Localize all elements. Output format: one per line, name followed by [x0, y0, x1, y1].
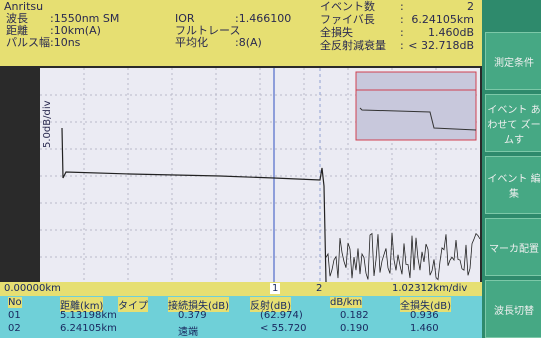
x-scale: 1.02312km/div — [392, 283, 467, 294]
x-start: 0.00000km — [4, 283, 61, 294]
menu-panel: 測定条件イベント あわせて ズームすイベント 編集マーカ配置波長切替 — [482, 0, 541, 338]
table-cell: 01 — [8, 310, 21, 321]
trace-plot: 5.0dB/div — [40, 68, 480, 282]
summary-field: イベント数 — [320, 1, 375, 13]
status-field: 平均化 — [175, 37, 208, 49]
status-field: :8(A) — [235, 37, 262, 49]
menu-button[interactable]: イベント 編集 — [485, 156, 541, 214]
summary-field: : — [400, 40, 404, 52]
summary-field: 1.460dB — [428, 27, 474, 39]
table-header: タイプ — [118, 297, 148, 312]
trace-noise — [326, 233, 480, 280]
overview — [356, 72, 476, 140]
status-field: パルス幅 — [6, 37, 50, 49]
table-cell: 0.182 — [340, 310, 369, 321]
menu-button[interactable]: マーカ配置 — [485, 218, 541, 276]
table-cell: 0.379 — [178, 310, 207, 321]
table-cell: 6.24105km — [60, 323, 117, 334]
table-cell: 0.190 — [340, 323, 369, 334]
table-cell: < 55.720 — [260, 323, 307, 334]
summary-field: 6.24105km — [411, 14, 474, 26]
table-cell: 5.13198km — [60, 310, 117, 321]
status-field: :1.466100 — [235, 13, 291, 25]
screen: Anritsu 波長:1550nm SMIOR:1.466100距離:10km(… — [0, 0, 541, 338]
menu-button[interactable]: 測定条件 — [485, 32, 541, 90]
y-scale: 5.0dB/div — [42, 100, 53, 148]
marker-label: 1 — [270, 283, 280, 294]
table-cell: 0.936 — [410, 310, 439, 321]
menu-button[interactable]: 波長切替 — [485, 280, 541, 338]
summary-field: < 32.718dB — [408, 40, 474, 52]
summary-field: : — [400, 1, 404, 13]
table-cell: 遠端 — [178, 323, 198, 338]
table-header: No — [8, 297, 22, 308]
table-header: dB/km — [330, 297, 362, 308]
table-cell: 1.460 — [410, 323, 439, 334]
summary-field: : — [400, 27, 404, 39]
summary-field: 全損失 — [320, 27, 353, 39]
summary-field: 2 — [467, 1, 474, 13]
table-cell: (62.974) — [260, 310, 303, 321]
trace — [62, 128, 326, 282]
summary-field: : — [400, 14, 404, 26]
status-field: :10ns — [50, 37, 80, 49]
marker-label: 2 — [316, 283, 322, 294]
scale-bar: 0.00000km 1 2 1.02312km/div — [0, 282, 482, 296]
menu-button[interactable]: イベント あわせて ズームす — [485, 94, 541, 152]
trace-svg: 5.0dB/div — [40, 68, 480, 282]
table-cell: 02 — [8, 323, 21, 334]
summary-field: 全反射減衰量 — [320, 40, 386, 52]
summary-field: ファイバ長 — [320, 14, 375, 26]
